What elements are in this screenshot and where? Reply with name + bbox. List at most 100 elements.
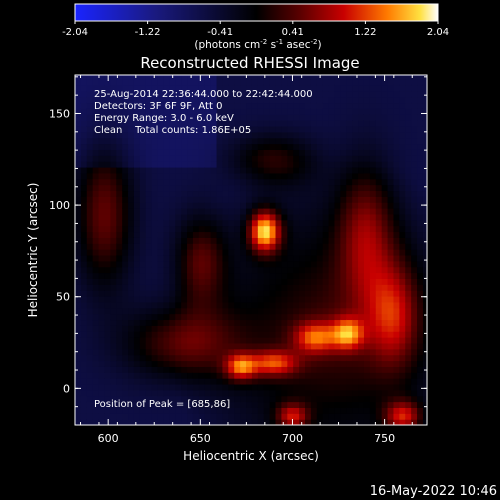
heatmap-pixel <box>422 389 427 397</box>
heatmap-pixel <box>204 348 212 356</box>
heatmap-pixel <box>210 360 218 367</box>
heatmap-pixel <box>175 419 182 425</box>
heatmap-pixel <box>293 178 300 186</box>
heatmap-pixel <box>340 108 347 115</box>
heatmap-pixel <box>393 313 400 321</box>
heatmap-pixel <box>110 143 117 150</box>
heatmap-pixel <box>275 96 283 104</box>
heatmap-pixel <box>322 313 330 321</box>
heatmap-pixel <box>139 319 147 326</box>
heatmap-pixel <box>293 184 300 192</box>
heatmap-pixel <box>257 184 265 192</box>
heatmap-pixel <box>269 284 277 291</box>
heatmap-pixel <box>86 75 94 80</box>
heatmap-pixel <box>334 378 341 385</box>
heatmap-pixel <box>375 84 383 92</box>
heatmap-pixel <box>263 366 271 373</box>
heatmap-pixel <box>175 307 182 315</box>
heatmap-pixel <box>192 378 200 385</box>
heatmap-pixel <box>322 260 330 268</box>
heatmap-pixel <box>204 120 212 127</box>
heatmap-pixel <box>257 307 265 315</box>
heatmap-pixel <box>322 249 330 256</box>
heatmap-pixel <box>399 208 406 215</box>
heatmap-pixel <box>375 172 383 180</box>
heatmap-pixel <box>316 114 324 121</box>
heatmap-pixel <box>80 243 88 250</box>
heatmap-pixel <box>133 75 141 80</box>
heatmap-pixel <box>363 108 371 115</box>
heatmap-pixel <box>92 184 100 192</box>
heatmap-pixel <box>305 231 312 238</box>
heatmap-pixel <box>128 90 135 98</box>
heatmap-pixel <box>86 419 94 425</box>
heatmap-pixel <box>228 401 235 408</box>
heatmap-pixel <box>275 337 283 344</box>
heatmap-pixel <box>204 360 212 367</box>
heatmap-pixel <box>228 383 235 391</box>
heatmap-pixel <box>104 213 111 221</box>
heatmap-pixel <box>381 313 389 321</box>
heatmap-pixel <box>151 184 159 192</box>
heatmap-pixel <box>405 125 412 133</box>
heatmap-pixel <box>116 378 123 385</box>
heatmap-pixel <box>192 120 200 127</box>
heatmap-pixel <box>80 313 88 321</box>
heatmap-pixel <box>139 108 147 115</box>
heatmap-pixel <box>393 243 400 250</box>
heatmap-pixel <box>369 301 377 309</box>
heatmap-pixel <box>145 196 153 203</box>
heatmap-pixel <box>175 166 182 174</box>
heatmap-pixel <box>363 383 371 391</box>
heatmap-pixel <box>175 249 182 256</box>
heatmap-pixel <box>375 354 383 362</box>
heatmap-pixel <box>346 84 353 92</box>
heatmap-pixel <box>128 225 135 233</box>
heatmap-pixel <box>234 331 241 338</box>
heatmap-pixel <box>210 172 218 180</box>
heatmap-pixel <box>293 295 300 303</box>
heatmap-pixel <box>387 331 395 338</box>
heatmap-pixel <box>181 79 188 86</box>
heatmap-pixel <box>393 125 400 133</box>
heatmap-pixel <box>104 319 111 326</box>
heatmap-pixel <box>175 290 182 297</box>
heatmap-pixel <box>204 108 212 115</box>
heatmap-pixel <box>281 79 288 86</box>
heatmap-pixel <box>163 378 170 385</box>
heatmap-pixel <box>411 143 418 150</box>
heatmap-pixel <box>340 260 347 268</box>
heatmap-pixel <box>222 237 229 244</box>
heatmap-pixel <box>187 161 194 168</box>
heatmap-pixel <box>310 108 318 115</box>
heatmap-pixel <box>375 337 383 344</box>
heatmap-pixel <box>98 260 106 268</box>
heatmap-pixel <box>358 225 365 233</box>
heatmap-pixel <box>163 354 170 362</box>
heatmap-pixel <box>175 79 182 86</box>
heatmap-image <box>75 75 427 425</box>
heatmap-pixel <box>104 383 111 391</box>
heatmap-pixel <box>151 378 159 385</box>
heatmap-pixel <box>139 295 147 303</box>
heatmap-pixel <box>358 125 365 133</box>
heatmap-pixel <box>163 266 170 274</box>
heatmap-pixel <box>299 372 306 379</box>
colorbar-tick-label: -2.04 <box>62 27 88 38</box>
heatmap-pixel <box>133 96 141 104</box>
heatmap-pixel <box>293 149 300 156</box>
heatmap-pixel <box>305 360 312 367</box>
heatmap-pixel <box>157 225 165 233</box>
heatmap-pixel <box>163 366 170 373</box>
heatmap-pixel <box>251 337 259 344</box>
heatmap-pixel <box>181 96 188 104</box>
heatmap-pixel <box>369 120 377 127</box>
heatmap-pixel <box>399 190 406 197</box>
heatmap-pixel <box>139 213 147 221</box>
heatmap-pixel <box>192 231 200 238</box>
heatmap-pixel <box>393 342 400 350</box>
heatmap-pixel <box>363 143 371 150</box>
heatmap-pixel <box>86 401 94 408</box>
heatmap-pixel <box>334 79 341 86</box>
heatmap-pixel <box>352 166 359 174</box>
